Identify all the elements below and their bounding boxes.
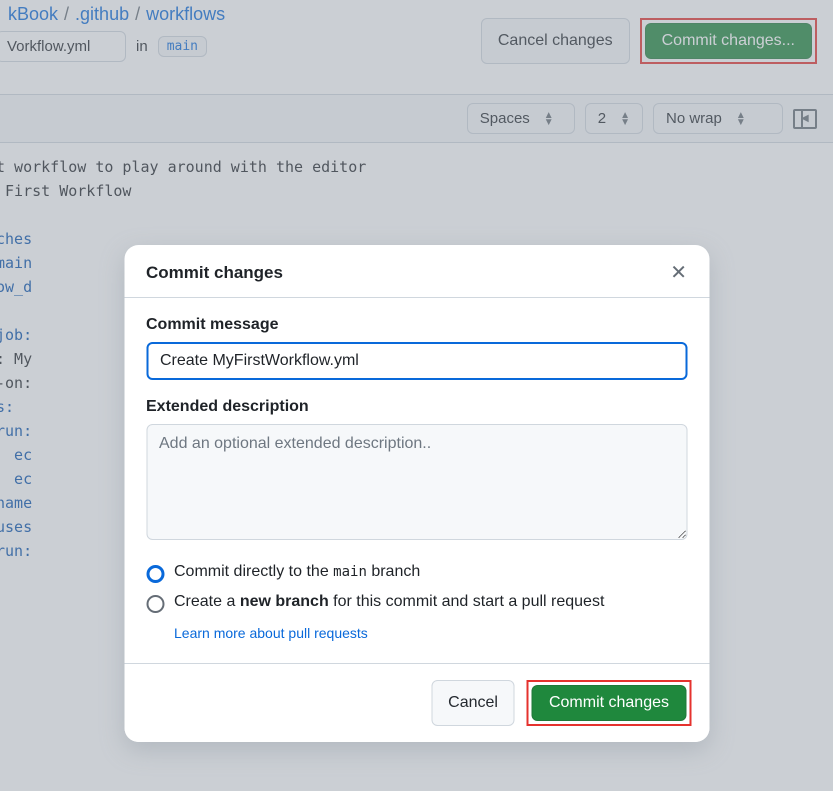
- commit-modal: Commit changes ✕ Commit message Extended…: [124, 245, 709, 742]
- radio-text-bold: new branch: [240, 593, 329, 610]
- radio-commit-direct-label: Commit directly to the main branch: [174, 563, 420, 581]
- radio-commit-direct[interactable]: Commit directly to the main branch: [146, 563, 687, 583]
- radio-new-branch-label: Create a new branch for this commit and …: [174, 593, 604, 611]
- learn-more-link[interactable]: Learn more about pull requests: [174, 625, 368, 641]
- modal-cancel-button[interactable]: Cancel: [431, 680, 515, 726]
- commit-message-input[interactable]: [146, 342, 687, 380]
- extended-description-textarea[interactable]: [146, 424, 687, 540]
- extended-description-label: Extended description: [146, 398, 687, 416]
- radio-selected-icon: [146, 565, 164, 583]
- highlight-modal-commit-button: Commit changes: [527, 680, 691, 726]
- radio-new-branch[interactable]: Create a new branch for this commit and …: [146, 593, 687, 613]
- radio-branch-name: main: [333, 564, 367, 580]
- modal-header: Commit changes ✕: [124, 245, 709, 298]
- modal-title: Commit changes: [146, 263, 283, 283]
- radio-text: branch: [367, 563, 420, 580]
- radio-text: for this commit and start a pull request: [329, 593, 605, 610]
- commit-message-label: Commit message: [146, 316, 687, 334]
- modal-commit-button[interactable]: Commit changes: [532, 685, 686, 721]
- modal-footer: Cancel Commit changes: [124, 663, 709, 742]
- radio-text: Create a: [174, 593, 240, 610]
- radio-unselected-icon: [146, 595, 164, 613]
- radio-text: Commit directly to the: [174, 563, 333, 580]
- close-icon[interactable]: ✕: [670, 263, 687, 283]
- modal-body: Commit message Extended description Comm…: [124, 298, 709, 649]
